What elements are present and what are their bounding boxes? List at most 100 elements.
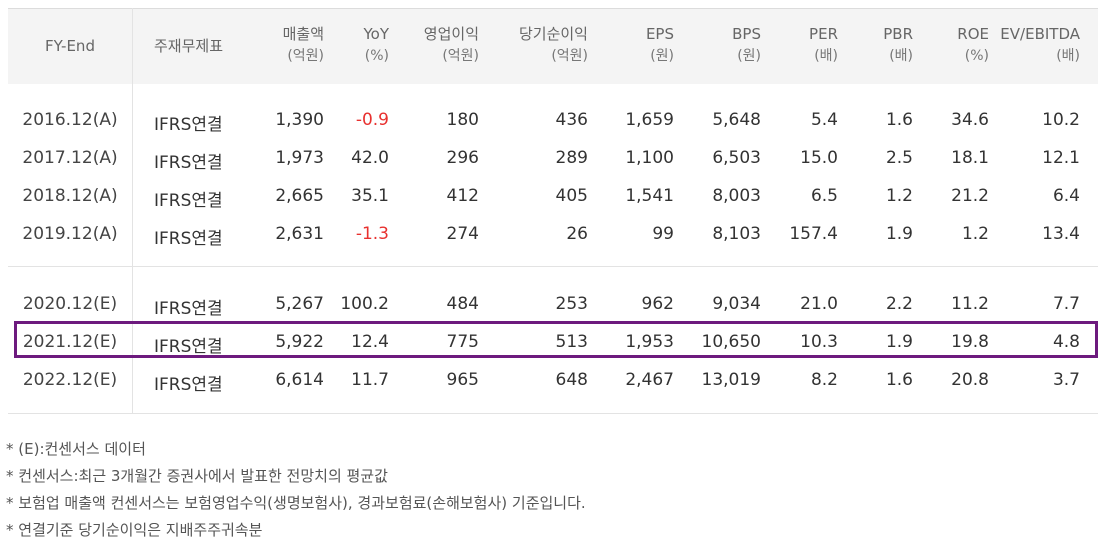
cell-ev-ebitda: 10.2 (1042, 110, 1080, 130)
cell-eps: 1,541 (625, 186, 674, 206)
cell-operating-profit: 274 (446, 224, 479, 244)
cell-ev-ebitda: 13.4 (1042, 224, 1080, 244)
cell-operating-profit: 965 (446, 370, 479, 390)
cell-pbr: 2.5 (885, 148, 913, 168)
header-label: ROE (957, 25, 989, 43)
cell-roe: 11.2 (951, 294, 989, 314)
footnotes: * (E):컨센서스 데이터 * 컨센서스:최근 3개월간 증권사에서 발표한 … (6, 436, 586, 544)
cell-roe: 18.1 (951, 148, 989, 168)
footnote: * (E):컨센서스 데이터 (6, 440, 146, 458)
cell-per: 5.4 (810, 110, 838, 130)
header-sales: 매출액 (억원) (283, 23, 324, 67)
header-label: BPS (732, 25, 761, 43)
cell-account-type: IFRS연결 (154, 229, 223, 249)
cell-operating-profit: 775 (446, 332, 479, 352)
header-label: PBR (883, 25, 913, 43)
cell-bps: 13,019 (701, 370, 761, 390)
table-row: 2019.12(A) IFRS연결 2,631 -1.3 274 26 99 8,103 157… (8, 216, 1098, 254)
cell-ev-ebitda: 4.8 (1052, 332, 1080, 352)
cell-yoy: 42.0 (351, 148, 389, 168)
cell-account-type: IFRS연결 (154, 375, 223, 395)
cell-bps: 6,503 (712, 148, 761, 168)
cell-fy-end: 2019.12(A) (22, 224, 118, 244)
cell-operating-profit: 412 (446, 186, 479, 206)
cell-net-income: 513 (555, 332, 588, 352)
cell-yoy: 35.1 (351, 186, 389, 206)
header-operating-profit: 영업이익 (억원) (424, 23, 479, 67)
cell-pbr: 1.2 (885, 186, 913, 206)
cell-per: 10.3 (800, 332, 838, 352)
table-row: 2020.12(E) IFRS연결 5,267 100.2 484 253 962 9,034… (8, 286, 1098, 324)
header-unit: (배) (814, 48, 838, 64)
cell-yoy: 12.4 (351, 332, 389, 352)
cell-net-income: 648 (555, 370, 588, 390)
cell-per: 8.2 (810, 370, 838, 390)
table-row: 2017.12(A) IFRS연결 1,973 42.0 296 289 1,100 6,50… (8, 140, 1098, 178)
cell-sales: 2,665 (275, 186, 324, 206)
header-unit: (원) (650, 48, 674, 64)
footnote: * 연결기준 당기순이익은 지배주주귀속분 (6, 521, 263, 539)
cell-account-type: IFRS연결 (154, 191, 223, 211)
header-eps: EPS (원) (646, 23, 674, 67)
cell-bps: 9,034 (712, 294, 761, 314)
cell-operating-profit: 180 (446, 110, 479, 130)
header-net-income: 당기순이익 (억원) (519, 23, 588, 67)
header-unit: (배) (1056, 48, 1080, 64)
cell-pbr: 1.6 (885, 110, 913, 130)
header-label: 영업이익 (423, 25, 479, 43)
cell-eps: 962 (641, 294, 674, 314)
cell-account-type: IFRS연결 (154, 337, 223, 357)
cell-fy-end: 2021.12(E) (22, 332, 118, 352)
header-unit: (억원) (287, 48, 324, 64)
header-label: EPS (645, 25, 674, 43)
cell-sales: 5,267 (275, 294, 324, 314)
cell-eps: 2,467 (625, 370, 674, 390)
cell-pbr: 1.9 (885, 332, 913, 352)
cell-pbr: 1.6 (885, 370, 913, 390)
cell-bps: 8,003 (712, 186, 761, 206)
cell-operating-profit: 484 (446, 294, 479, 314)
header-fy-end: FY-End (45, 37, 95, 55)
cell-ev-ebitda: 3.7 (1052, 370, 1080, 390)
cell-per: 21.0 (800, 294, 838, 314)
cell-net-income: 289 (555, 148, 588, 168)
column-divider (132, 83, 133, 413)
cell-sales: 1,973 (275, 148, 324, 168)
cell-sales: 1,390 (275, 110, 324, 130)
cell-pbr: 1.9 (885, 224, 913, 244)
header-yoy: YoY (%) (363, 23, 389, 67)
header-bps: BPS (원) (732, 23, 761, 67)
table-row: 2021.12(E) IFRS연결 5,922 12.4 775 513 1,953 10,6… (8, 324, 1098, 362)
cell-operating-profit: 296 (446, 148, 479, 168)
header-label: YoY (363, 25, 389, 43)
cell-fy-end: 2018.12(A) (22, 186, 118, 206)
header-per: PER (배) (809, 23, 838, 67)
header-unit: (억원) (442, 48, 479, 64)
header-pbr: PBR (배) (883, 23, 913, 67)
cell-net-income: 436 (555, 110, 588, 130)
cell-account-type: IFRS연결 (154, 153, 223, 173)
cell-fy-end: 2022.12(E) (22, 370, 118, 390)
cell-roe: 20.8 (951, 370, 989, 390)
cell-sales: 5,922 (275, 332, 324, 352)
cell-roe: 19.8 (951, 332, 989, 352)
cell-yoy: -0.9 (355, 110, 389, 130)
header-unit: (원) (737, 48, 761, 64)
table-row: 2018.12(A) IFRS연결 2,665 35.1 412 405 1,541 8,00… (8, 178, 1098, 216)
cell-account-type: IFRS연결 (154, 299, 223, 319)
cell-net-income: 26 (566, 224, 588, 244)
cell-bps: 10,650 (701, 332, 761, 352)
footnote: * 보험업 매출액 컨센서스는 보험영업수익(생명보험사), 경과보험료(손해보… (6, 494, 586, 512)
table-row: 2022.12(E) IFRS연결 6,614 11.7 965 648 2,467 13,0… (8, 362, 1098, 400)
header-label: 당기순이익 (518, 25, 588, 43)
cell-yoy: 100.2 (340, 294, 389, 314)
header-unit: (%) (964, 48, 989, 64)
cell-roe: 34.6 (951, 110, 989, 130)
cell-per: 6.5 (810, 186, 838, 206)
table-bottom-border (8, 413, 1098, 414)
header-account-type: 주재무제표 (154, 37, 224, 55)
cell-fy-end: 2020.12(E) (22, 294, 118, 314)
cell-bps: 5,648 (712, 110, 761, 130)
cell-pbr: 2.2 (885, 294, 913, 314)
header-roe: ROE (%) (957, 23, 989, 67)
